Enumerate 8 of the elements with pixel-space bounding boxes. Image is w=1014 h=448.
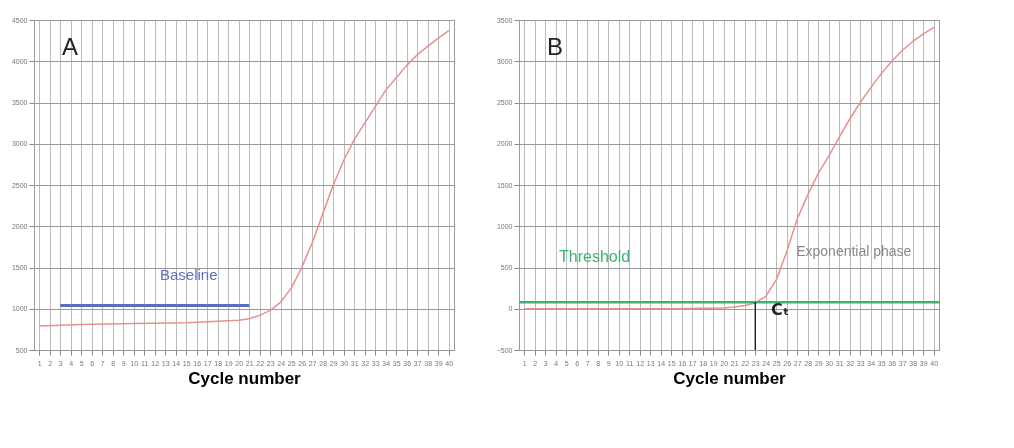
annotation: Cₜ — [771, 300, 789, 319]
x-axis-title: Cycle number — [673, 368, 787, 388]
annotation: Baseline — [160, 266, 218, 283]
x-axis-title: Cycle number — [188, 368, 302, 388]
text: A — [62, 33, 79, 60]
ref-line-label: Threshold — [559, 248, 631, 266]
text: B — [547, 33, 564, 60]
line-series — [38, 29, 450, 327]
